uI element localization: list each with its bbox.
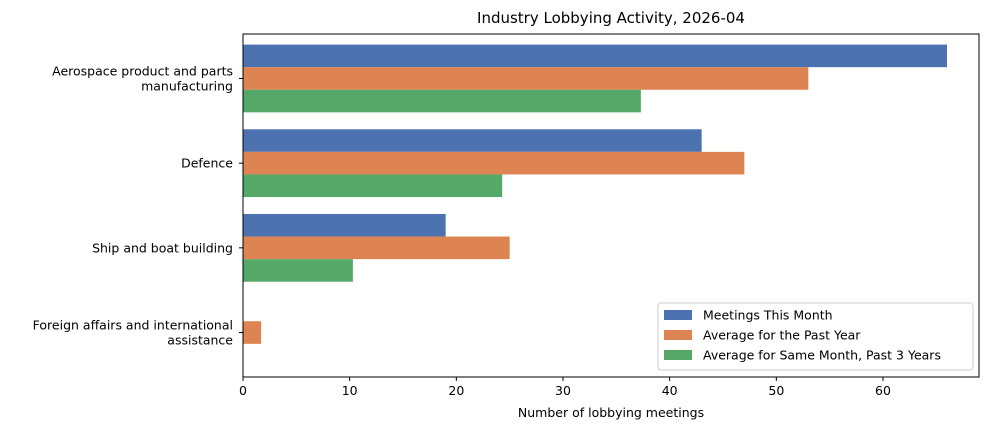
x-tick-label-1: 10 bbox=[342, 383, 358, 398]
bar-2-1 bbox=[243, 236, 510, 260]
bar-0-0 bbox=[243, 44, 947, 68]
x-axis-label: Number of lobbying meetings bbox=[518, 405, 704, 420]
legend-swatch-1 bbox=[664, 330, 692, 340]
y-tick-label-0-1: manufacturing bbox=[141, 78, 233, 93]
legend: Meetings This Month Average for the Past … bbox=[657, 302, 974, 371]
x-tick-label-3: 30 bbox=[555, 383, 571, 398]
y-tick-label-3-0: Foreign affairs and international bbox=[33, 318, 233, 333]
x-tick-label-2: 20 bbox=[448, 383, 464, 398]
bar-3-1 bbox=[243, 321, 262, 344]
legend-label-1: Average for the Past Year bbox=[703, 328, 861, 343]
x-axis: 0 10 20 30 40 50 60 bbox=[239, 377, 891, 398]
axes-frame bbox=[242, 33, 980, 378]
y-tick-label-2-0: Ship and boat building bbox=[92, 240, 233, 255]
y-axis: Aerospace product and partsmanufacturing… bbox=[33, 63, 243, 348]
bar-1-0 bbox=[243, 129, 702, 152]
y-tick-label-0-0: Aerospace product and parts bbox=[52, 63, 233, 78]
x-tick-label-0: 0 bbox=[239, 383, 247, 398]
chart-title: Industry Lobbying Activity, 2026-04 bbox=[477, 9, 745, 27]
x-tick-label-5: 50 bbox=[768, 383, 784, 398]
legend-box bbox=[657, 302, 974, 371]
legend-label-0: Meetings This Month bbox=[703, 308, 833, 323]
bar-0-1 bbox=[243, 67, 809, 90]
legend-swatch-2 bbox=[664, 350, 692, 360]
x-tick-label-6: 60 bbox=[875, 383, 891, 398]
x-tick-label-4: 40 bbox=[662, 383, 678, 398]
bar-2-2 bbox=[243, 259, 353, 282]
y-tick-label-3-1: assistance bbox=[167, 333, 233, 348]
bar-1-2 bbox=[243, 174, 503, 198]
legend-swatch-0 bbox=[664, 310, 692, 320]
bar-0-2 bbox=[243, 89, 641, 113]
legend-label-2: Average for Same Month, Past 3 Years bbox=[703, 348, 941, 363]
bars-group bbox=[243, 44, 947, 344]
y-tick-label-1-0: Defence bbox=[181, 156, 233, 171]
bar-1-1 bbox=[243, 151, 745, 175]
bar-2-0 bbox=[243, 213, 446, 237]
